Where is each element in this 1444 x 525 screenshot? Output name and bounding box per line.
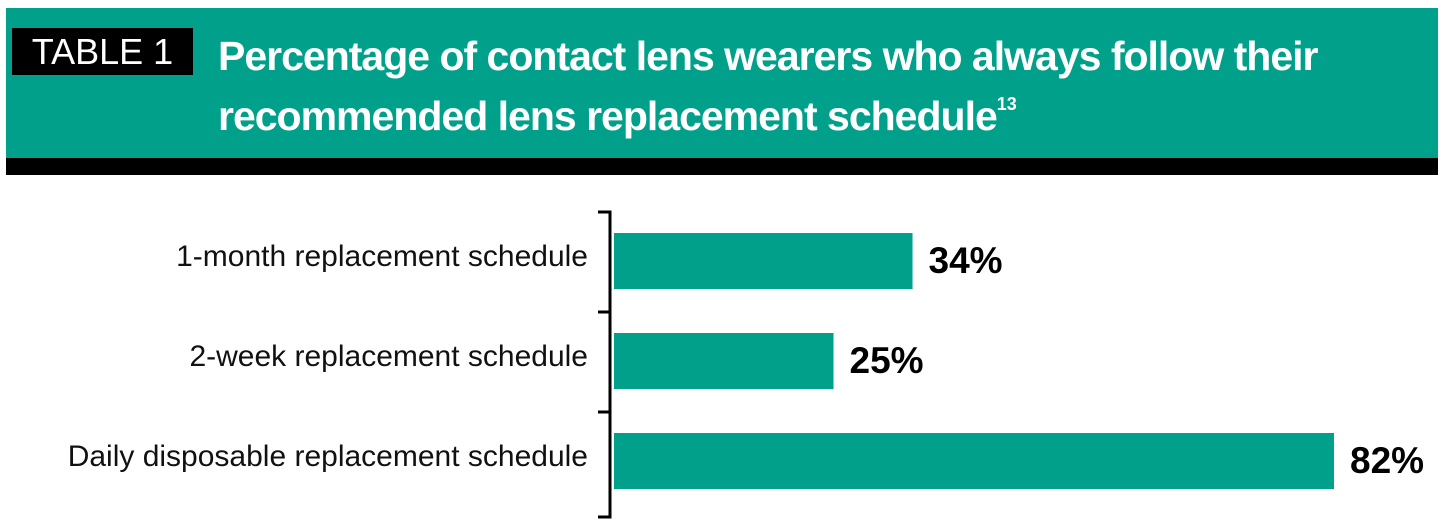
table-label: TABLE 1: [12, 28, 193, 75]
value-label: 34%: [929, 240, 1003, 281]
bar: [614, 433, 1334, 489]
category-label: Daily disposable replacement schedule: [68, 440, 588, 473]
bar: [614, 333, 834, 389]
bar: [614, 233, 913, 289]
title-text: Percentage of contact lens wearers who a…: [218, 33, 1318, 139]
header: TABLE 1 Percentage of contact lens weare…: [6, 8, 1438, 175]
category-label: 2-week replacement schedule: [189, 340, 588, 373]
value-label: 25%: [850, 340, 924, 381]
category-label: 1-month replacement schedule: [176, 240, 588, 273]
axis-bracket: [598, 210, 612, 519]
title-reference: 13: [996, 94, 1017, 114]
value-label: 82%: [1350, 440, 1424, 481]
chart-title: Percentage of contact lens wearers who a…: [218, 26, 1368, 146]
